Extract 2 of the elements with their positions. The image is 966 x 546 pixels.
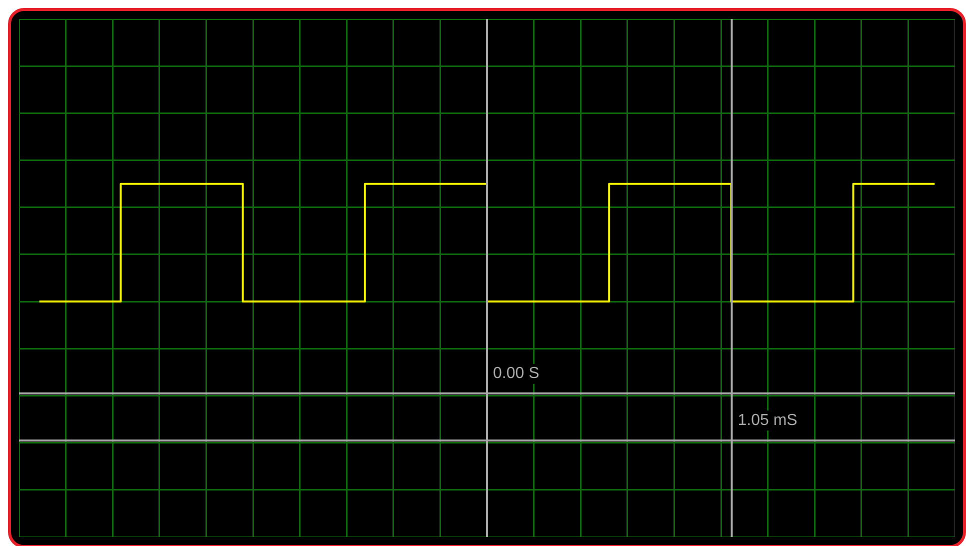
text: 1.05 mS <box>738 412 798 429</box>
text: 0.00 S <box>493 365 540 382</box>
